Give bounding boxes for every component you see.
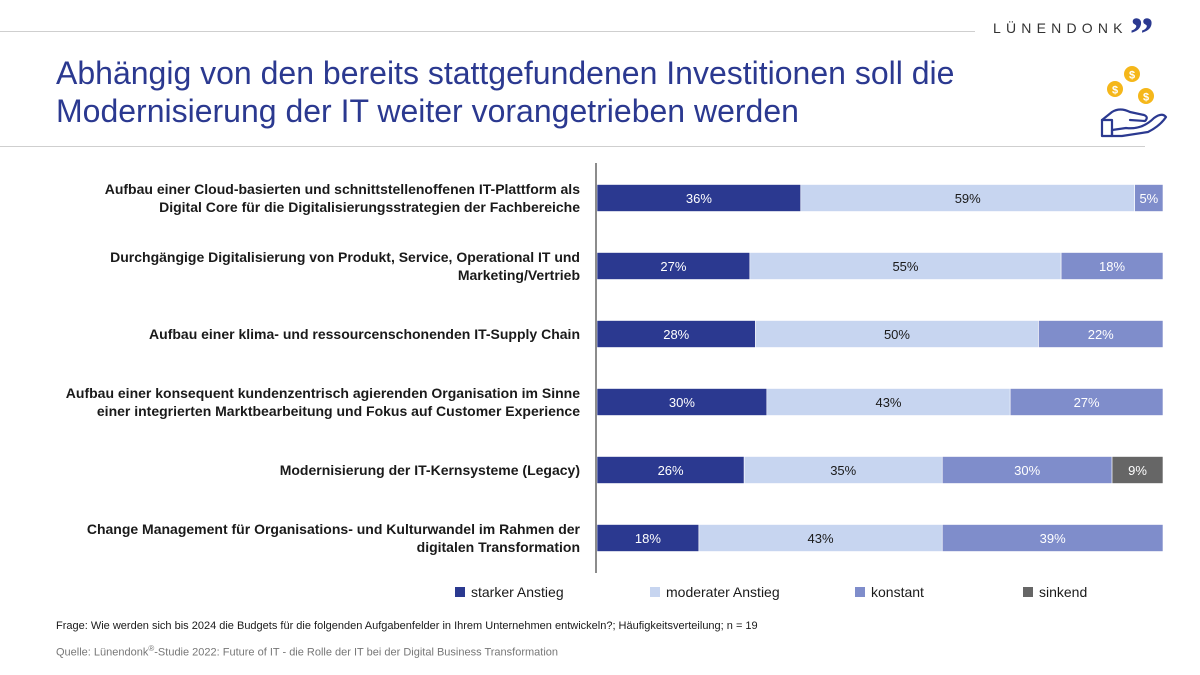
data-label: 22% [1088, 327, 1114, 342]
data-label: 18% [635, 531, 661, 546]
bar-segment [1060, 252, 1164, 280]
category-label: Modernisierung der IT-Kernsysteme (Legac… [280, 462, 580, 478]
coin-icon: $ [1107, 81, 1123, 97]
svg-text:$: $ [1143, 92, 1149, 104]
bar-segment [698, 524, 943, 552]
data-label: 43% [808, 531, 834, 546]
data-label: 30% [1014, 463, 1040, 478]
data-label: 18% [1099, 259, 1125, 274]
legend-label: moderater Anstieg [666, 584, 780, 600]
category-label: Aufbau einer Cloud-basierten und schnitt… [105, 181, 580, 197]
legend-item: moderater Anstieg [650, 582, 780, 602]
data-label: 27% [1074, 395, 1100, 410]
category-label: einer integrierten Marktbearbeitung und … [97, 403, 580, 419]
bar-segment [596, 184, 802, 212]
coin-icon: $ [1138, 88, 1154, 104]
category-label: Aufbau einer konsequent kundenzentrisch … [66, 385, 580, 401]
legend-item: starker Anstieg [455, 582, 564, 602]
source-note: Quelle: Lünendonk®-Studie 2022: Future o… [56, 644, 558, 659]
bar-segment [941, 524, 1164, 552]
category-label: Aufbau einer klima- und ressourcenschone… [149, 326, 580, 342]
title-line-2: Modernisierung der IT weiter vorangetrie… [56, 93, 799, 129]
data-label: 36% [686, 191, 712, 206]
data-label: 27% [660, 259, 686, 274]
bar-segment [755, 320, 1039, 348]
bar-segment [800, 184, 1136, 212]
category-label: Digital Core für die Digitalisierungsstr… [159, 199, 580, 215]
bar-segment [596, 320, 756, 348]
data-label: 50% [884, 327, 910, 342]
bar-segment [596, 524, 700, 552]
legend-item: konstant [855, 582, 924, 602]
data-label: 30% [669, 395, 695, 410]
bar-segment [749, 252, 1062, 280]
category-label: Marketing/Vertrieb [458, 267, 580, 283]
source-suffix: -Studie 2022: Future of IT - die Rolle d… [154, 646, 558, 659]
data-label: 43% [875, 395, 901, 410]
legend-swatch [455, 587, 465, 597]
coin-icon: $ [1124, 66, 1140, 82]
source-prefix: Quelle: Lünendonk [56, 646, 149, 659]
luenendonk-logo: LÜNENDONK ” [993, 11, 1154, 59]
chart-legend: starker Anstieg moderater Anstieg konstant… [455, 582, 1155, 602]
page-title: Abhängig von den bereits stattgefundenen… [56, 54, 1066, 130]
data-label: 35% [830, 463, 856, 478]
title-divider [0, 146, 1145, 147]
bar-segment [596, 388, 768, 416]
legend-swatch [650, 587, 660, 597]
logo-text: LÜNENDONK [993, 20, 1128, 36]
category-label: digitalen Transformation [417, 539, 580, 555]
money-hand-icon: $ $ $ [1100, 66, 1168, 138]
legend-label: starker Anstieg [471, 584, 564, 600]
registered-mark: ® [148, 644, 155, 653]
bar-segment [1009, 388, 1164, 416]
category-label: Durchgängige Digitalisierung von Produkt… [110, 249, 580, 265]
svg-text:$: $ [1129, 70, 1135, 82]
top-divider [0, 31, 975, 32]
data-label: 9% [1128, 463, 1147, 478]
category-label: Change Management für Organisations- und… [87, 521, 581, 537]
bar-segment [1038, 320, 1164, 348]
data-label: 5% [1139, 191, 1158, 206]
legend-item: sinkend [1023, 582, 1087, 602]
legend-label: konstant [871, 584, 924, 600]
legend-swatch [1023, 587, 1033, 597]
legend-swatch [855, 587, 865, 597]
title-line-1: Abhängig von den bereits stattgefundenen… [56, 55, 955, 91]
bar-segment [941, 456, 1113, 484]
bar-segment [1111, 456, 1164, 484]
svg-text:$: $ [1112, 85, 1118, 97]
legend-label: sinkend [1039, 584, 1088, 600]
question-footnote: Frage: Wie werden sich bis 2024 die Budg… [56, 620, 758, 632]
logo-quote-mark: ” [1129, 8, 1154, 61]
data-label: 26% [658, 463, 684, 478]
data-label: 59% [955, 191, 981, 206]
bar-segment [743, 456, 943, 484]
bar-segment [1134, 184, 1164, 212]
data-label: 39% [1040, 531, 1066, 546]
hand-icon [1100, 108, 1168, 138]
data-label: 55% [892, 259, 918, 274]
data-label: 28% [663, 327, 689, 342]
